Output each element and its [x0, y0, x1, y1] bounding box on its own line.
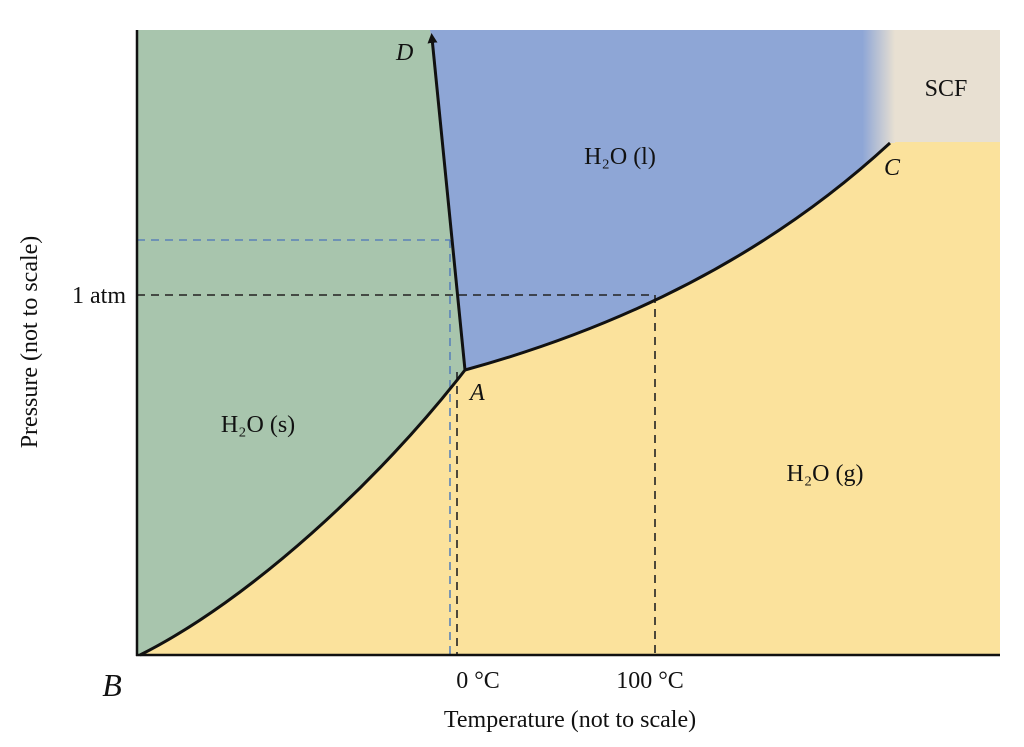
y-tick-label: 1 atm: [72, 283, 126, 309]
x-tick-label: 100 °C: [616, 668, 684, 694]
region-label: H₂O (l): [584, 144, 656, 170]
x-tick-label: 0 °C: [456, 668, 500, 694]
point-label: A: [468, 380, 485, 406]
x-axis-title: Temperature (not to scale): [444, 707, 696, 733]
vaporization-curve: [464, 141, 892, 372]
scf-region: [885, 30, 1000, 142]
guide-lines: [137, 239, 656, 655]
point-label: B: [102, 667, 122, 703]
sublimation-curve: [139, 369, 467, 657]
region-label: H₂O (s): [221, 412, 295, 438]
point-label: C: [884, 155, 901, 181]
region-label: H₂O (g): [786, 461, 863, 487]
region-label: SCF: [925, 76, 968, 102]
axes: [135, 30, 1000, 657]
solid-region: [137, 30, 465, 655]
y-axis-title: Pressure (not to scale): [17, 236, 43, 449]
melting-line: [427, 33, 467, 371]
point-label: D: [395, 40, 413, 66]
liquid-region: [430, 30, 895, 370]
phase-boundaries: [139, 33, 892, 657]
